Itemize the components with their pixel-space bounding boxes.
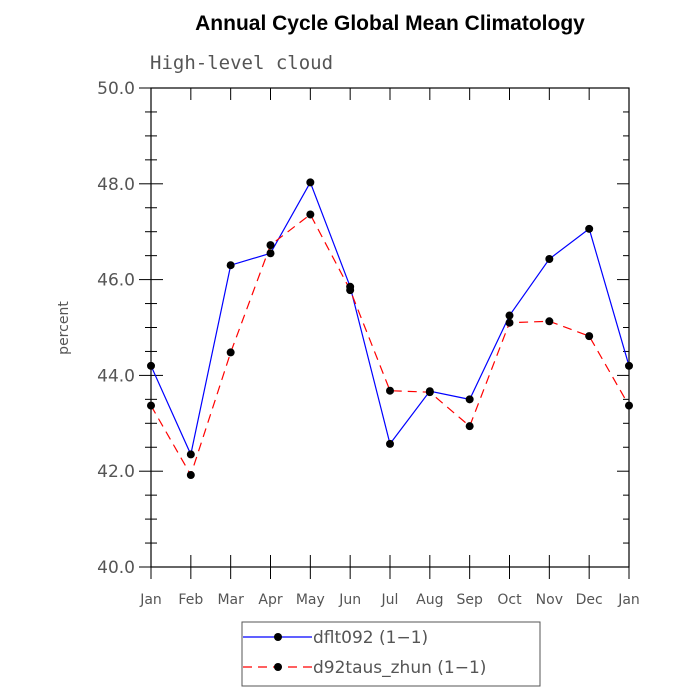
y-tick-label: 40.0 [97, 558, 135, 578]
x-tick-label: Jan [617, 592, 640, 608]
x-tick-label: May [296, 592, 325, 608]
x-tick-label: Jan [139, 592, 162, 608]
data-point-series-0 [545, 255, 554, 264]
x-tick-label: Mar [217, 592, 244, 608]
data-point-series-0 [625, 361, 633, 370]
data-point-series-1 [226, 348, 235, 357]
legend-marker-series-1 [274, 663, 282, 671]
legend-label-series-1: d92taus_zhun (1−1) [313, 658, 486, 678]
legend-label-series-0: dflt092 (1−1) [313, 628, 428, 648]
data-point-series-0 [266, 249, 275, 258]
x-tick-label: Dec [576, 592, 603, 608]
x-tick-label: Nov [536, 592, 563, 608]
data-point-series-0 [585, 224, 594, 233]
y-tick-label: 50.0 [97, 79, 135, 99]
data-point-series-1 [585, 332, 594, 341]
data-point-series-0 [465, 395, 474, 404]
data-point-series-0 [505, 311, 514, 320]
x-tick-label: Feb [178, 592, 203, 608]
y-tick-label: 46.0 [97, 271, 135, 291]
data-point-series-0 [386, 439, 394, 448]
y-axis-label: percent [56, 301, 72, 355]
data-point-series-1 [306, 210, 315, 219]
x-tick-label: Jul [381, 592, 399, 608]
data-point-series-1 [186, 471, 195, 480]
plot-frame [150, 87, 630, 568]
legend-marker-series-0 [274, 633, 282, 641]
data-point-series-1 [505, 318, 514, 327]
y-tick-label: 42.0 [97, 462, 135, 482]
series-lines [147, 178, 633, 480]
data-point-series-0 [186, 450, 195, 459]
data-point-series-1 [266, 241, 275, 250]
legend: dflt092 (1−1) d92taus_zhun (1−1) [241, 621, 541, 687]
data-point-series-1 [465, 422, 474, 431]
chart-subtitle: High-level cloud [150, 52, 333, 74]
chart-title: Annual Cycle Global Mean Climatology [195, 12, 585, 35]
y-tick-label: 48.0 [97, 175, 135, 195]
data-point-series-0 [147, 361, 155, 370]
data-point-series-1 [346, 286, 355, 295]
data-point-series-0 [306, 178, 315, 187]
x-axis: Jan Feb Mar Apr May Jun Jul Aug Sep Oct Nov Dec Jan [139, 88, 640, 608]
data-point-series-1 [147, 401, 155, 410]
y-axis: 40.0 42.0 44.0 46.0 48.0 50.0 [97, 79, 629, 578]
data-point-series-1 [625, 401, 633, 410]
x-tick-label: Apr [258, 592, 282, 608]
x-tick-label: Sep [456, 592, 483, 608]
x-tick-label: Jun [338, 592, 361, 608]
x-tick-label: Oct [497, 592, 522, 608]
y-tick-label: 44.0 [97, 366, 135, 386]
series-line-0 [150, 180, 630, 457]
data-point-series-1 [386, 386, 394, 395]
data-point-series-1 [425, 388, 434, 397]
legend-box [241, 621, 541, 687]
x-tick-label: Aug [416, 592, 443, 608]
data-point-series-0 [226, 261, 235, 270]
data-point-series-1 [545, 317, 554, 326]
